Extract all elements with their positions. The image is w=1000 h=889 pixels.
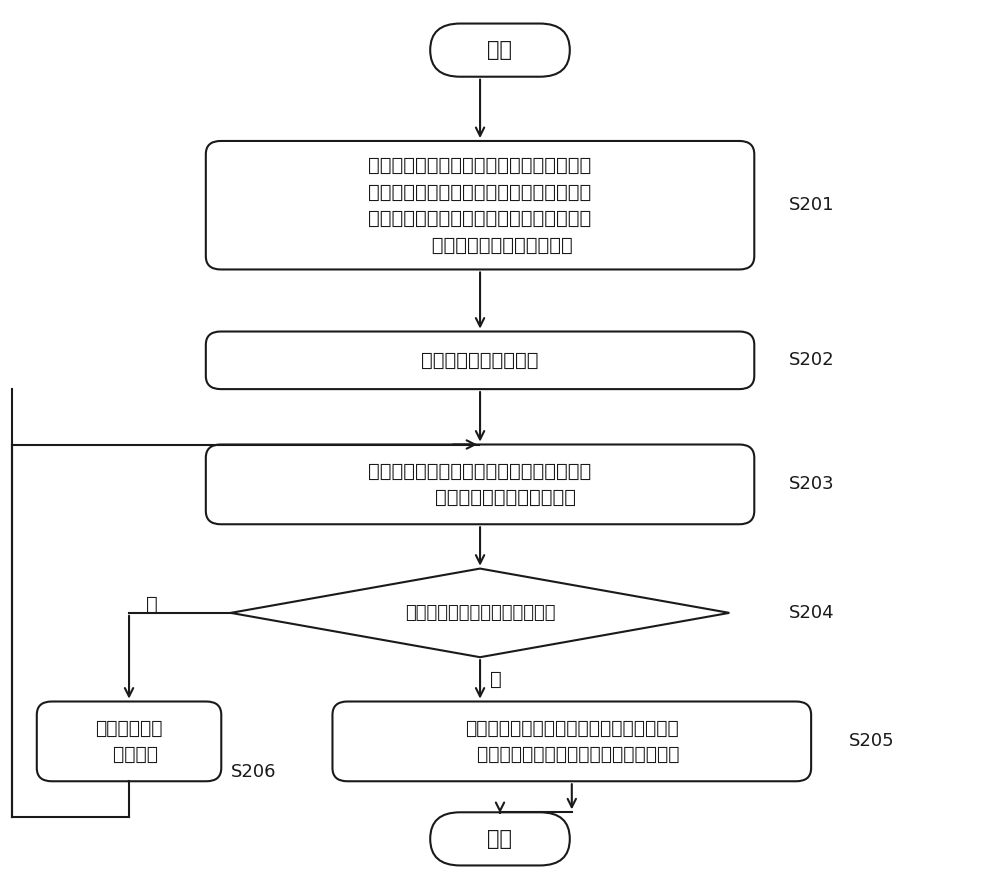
FancyBboxPatch shape (332, 701, 811, 781)
Text: 否: 否 (146, 595, 158, 613)
FancyBboxPatch shape (37, 701, 221, 781)
FancyBboxPatch shape (430, 23, 570, 76)
FancyBboxPatch shape (206, 141, 754, 269)
Text: 以初始种群为父代种群: 以初始种群为父代种群 (421, 351, 539, 370)
Text: S203: S203 (789, 476, 835, 493)
FancyBboxPatch shape (430, 813, 570, 866)
Text: 以子代种群为
  父代种群: 以子代种群为 父代种群 (95, 718, 163, 765)
Text: 对父代种群进行交叉运算和变异运算中的至
        少一种运算，得到子代种群: 对父代种群进行交叉运算和变异运算中的至 少一种运算，得到子代种群 (368, 461, 592, 507)
Text: 结束: 结束 (488, 829, 512, 849)
Text: S204: S204 (789, 604, 835, 622)
Text: 开始: 开始 (488, 40, 512, 60)
Text: 是: 是 (490, 669, 502, 689)
Text: S201: S201 (789, 196, 835, 214)
Text: 判断子代种群是否满足收敛条件: 判断子代种群是否满足收敛条件 (405, 604, 555, 622)
Text: S202: S202 (789, 351, 835, 369)
Text: 输出子代种群对应的分时段电动汽车充放电
  功率设置方案以及子代种群对应的总网损: 输出子代种群对应的分时段电动汽车充放电 功率设置方案以及子代种群对应的总网损 (465, 718, 679, 765)
Text: S206: S206 (231, 764, 276, 781)
Text: S205: S205 (849, 733, 895, 750)
FancyBboxPatch shape (206, 332, 754, 389)
FancyBboxPatch shape (206, 444, 754, 525)
Polygon shape (231, 569, 729, 657)
Text: 以分时段电动汽车充放电功率设置方案为个
体，以单位时段的电动汽车充放电功率为基
因，以网损为适应度，基于电动汽车充放功
       率限制范围，生成初始种群: 以分时段电动汽车充放电功率设置方案为个 体，以单位时段的电动汽车充放电功率为基 … (368, 156, 592, 254)
